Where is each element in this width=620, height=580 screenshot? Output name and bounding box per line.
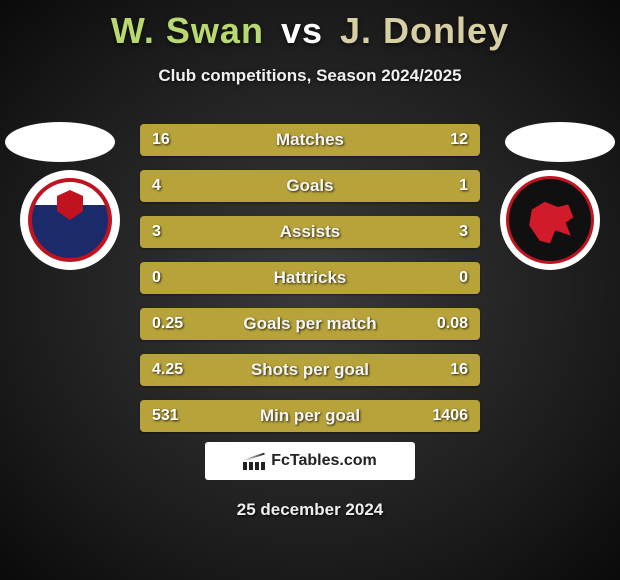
- comparison-title: W. Swan vs J. Donley: [0, 0, 620, 52]
- player1-club-crest: [20, 170, 120, 270]
- player2-flag: [505, 122, 615, 162]
- stat-label: Matches: [140, 124, 480, 156]
- player2-name: J. Donley: [340, 10, 509, 51]
- stat-row: 4.2516Shots per goal: [140, 354, 480, 386]
- stat-label: Min per goal: [140, 400, 480, 432]
- crawley-crest-icon: [28, 178, 112, 262]
- fctables-logo-icon: [243, 452, 265, 470]
- stat-label: Assists: [140, 216, 480, 248]
- stat-label: Shots per goal: [140, 354, 480, 386]
- stat-row: 1612Matches: [140, 124, 480, 156]
- stat-label: Goals: [140, 170, 480, 202]
- fctables-text: FcTables.com: [271, 452, 377, 470]
- stat-row: 5311406Min per goal: [140, 400, 480, 432]
- fctables-watermark: FcTables.com: [205, 442, 415, 480]
- stat-row: 41Goals: [140, 170, 480, 202]
- player1-name: W. Swan: [111, 10, 264, 51]
- player1-flag: [5, 122, 115, 162]
- stat-row: 0.250.08Goals per match: [140, 308, 480, 340]
- stat-label: Hattricks: [140, 262, 480, 294]
- subtitle: Club competitions, Season 2024/2025: [0, 66, 620, 86]
- player2-club-crest: [500, 170, 600, 270]
- stat-row: 33Assists: [140, 216, 480, 248]
- stats-container: 1612Matches 41Goals 33Assists 00Hattricks 0.…: [140, 124, 480, 446]
- leyton-orient-crest-icon: [506, 176, 594, 264]
- stat-row: 00Hattricks: [140, 262, 480, 294]
- snapshot-date: 25 december 2024: [0, 500, 620, 520]
- stat-label: Goals per match: [140, 308, 480, 340]
- versus-text: vs: [281, 10, 323, 51]
